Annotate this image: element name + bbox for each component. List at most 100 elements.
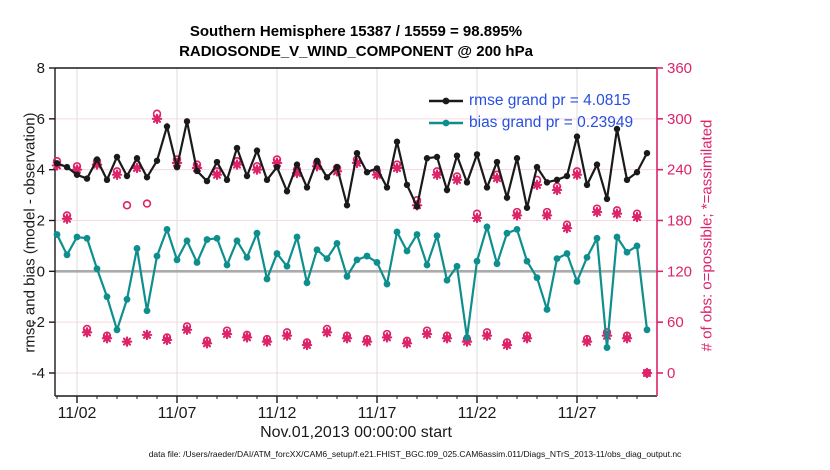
x-tick-label: 11/07 (158, 405, 197, 422)
bias-point (223, 261, 231, 269)
rmse-point (193, 167, 201, 175)
legend: rmse grand pr = 4.0815 bias grand pr = 0… (428, 90, 633, 134)
rmse-point (463, 179, 471, 186)
obs-assimilated-marker (81, 327, 93, 338)
rmse-point (373, 165, 381, 172)
bias-point (623, 248, 631, 256)
rmse-point (483, 184, 491, 191)
rmse-point (183, 118, 191, 125)
rmse-point (83, 175, 91, 182)
rmse-point (603, 195, 611, 203)
rmse-point (623, 176, 631, 184)
obs-assimilated-marker (121, 336, 133, 347)
y-left-tick-label: 4 (37, 162, 45, 179)
bias-point (243, 253, 251, 261)
rmse-point (593, 161, 601, 168)
obs-assimilated-marker (321, 327, 333, 338)
bias-point (153, 252, 161, 260)
bias-point (453, 262, 461, 270)
x-tick-label: 11/27 (558, 405, 597, 422)
rmse-point (273, 163, 281, 171)
obs-assimilated-marker (531, 179, 543, 191)
bias-point (83, 234, 91, 242)
bias-point (493, 260, 501, 268)
rmse-point (93, 156, 101, 163)
rmse-point (353, 149, 361, 157)
bias-point (473, 257, 481, 265)
x-tick-label: 11/22 (458, 405, 497, 422)
rmse-point (263, 176, 271, 184)
bias-point (553, 255, 561, 263)
obs-assimilated-marker (421, 328, 433, 340)
rmse-point (413, 203, 421, 210)
rmse-point (423, 155, 431, 162)
obs-assimilated-marker (341, 333, 353, 344)
bias-point (423, 261, 431, 269)
y-right-tick-label: 360 (667, 60, 692, 77)
obs-assimilated-marker (511, 210, 523, 221)
obs-assimilated-marker (631, 211, 643, 223)
y-right-tick-label: 300 (667, 111, 692, 128)
obs-assimilated-marker (281, 330, 293, 341)
rmse-point (583, 181, 591, 189)
y-left-tick-label: 6 (37, 111, 45, 128)
bias-point (383, 280, 391, 288)
bias-point (483, 223, 491, 231)
obs-assimilated-marker (611, 208, 623, 219)
bias-point (373, 259, 381, 266)
bias-point (163, 225, 171, 233)
bias-point (293, 233, 301, 241)
rmse-point (503, 194, 511, 201)
obs-assimilated-marker (471, 212, 483, 224)
rmse-point (73, 171, 81, 178)
bias-point (513, 225, 521, 233)
y-right-tick-label: 60 (667, 314, 684, 331)
bias-point (603, 344, 611, 351)
rmse-point (493, 158, 501, 166)
rmse-point (243, 172, 251, 180)
y-left-tick-label: 2 (37, 213, 45, 230)
legend-row-rmse: rmse grand pr = 4.0815 (428, 90, 633, 112)
y-right-tick-label: 0 (667, 365, 675, 382)
y-right-tick-label: 180 (667, 213, 692, 230)
bias-point (133, 245, 141, 252)
data-file-caption: data file: /Users/raeder/DAI/ATM_forcXX/… (148, 449, 682, 459)
bias-point (583, 253, 591, 261)
bias-point (193, 259, 201, 266)
obs-assimilated-marker (481, 330, 493, 341)
obs-possible-marker (122, 201, 132, 210)
obs-assimilated-marker (71, 164, 83, 175)
obs-assimilated-marker (241, 332, 253, 343)
bias-point (393, 228, 401, 236)
obs-assimilated-marker (361, 336, 373, 347)
bias-point (143, 307, 151, 315)
rmse-point (613, 125, 621, 133)
obs-assimilated-marker (111, 169, 123, 180)
rmse-point (223, 176, 231, 184)
obs-assimilated-marker (431, 169, 443, 180)
rmse-point (643, 149, 651, 157)
obs-assimilated-marker (391, 162, 403, 174)
bias-point (103, 293, 111, 301)
rmse-point (153, 157, 161, 164)
bias-point (433, 232, 441, 240)
rmse-point (543, 179, 551, 186)
y-left-tick-label: 0 (37, 263, 45, 280)
x-axis-label: Nov.01,2013 00:00:00 start (260, 424, 452, 441)
rmse-point (513, 155, 521, 162)
rmse-point (313, 157, 321, 164)
bias-point (63, 251, 71, 259)
bias-point (413, 231, 421, 238)
bias-point (333, 239, 341, 247)
obs-assimilated-marker (381, 332, 393, 343)
obs-assimilated-marker (641, 367, 653, 379)
bias-point (463, 334, 471, 341)
rmse-point (173, 163, 181, 171)
bias-point (533, 274, 541, 282)
bias-point (633, 242, 641, 250)
rmse-point (253, 147, 261, 154)
rmse-point (203, 177, 211, 185)
rmse-point (473, 151, 481, 158)
obs-assimilated-marker (131, 162, 143, 174)
rmse-point (143, 174, 151, 181)
